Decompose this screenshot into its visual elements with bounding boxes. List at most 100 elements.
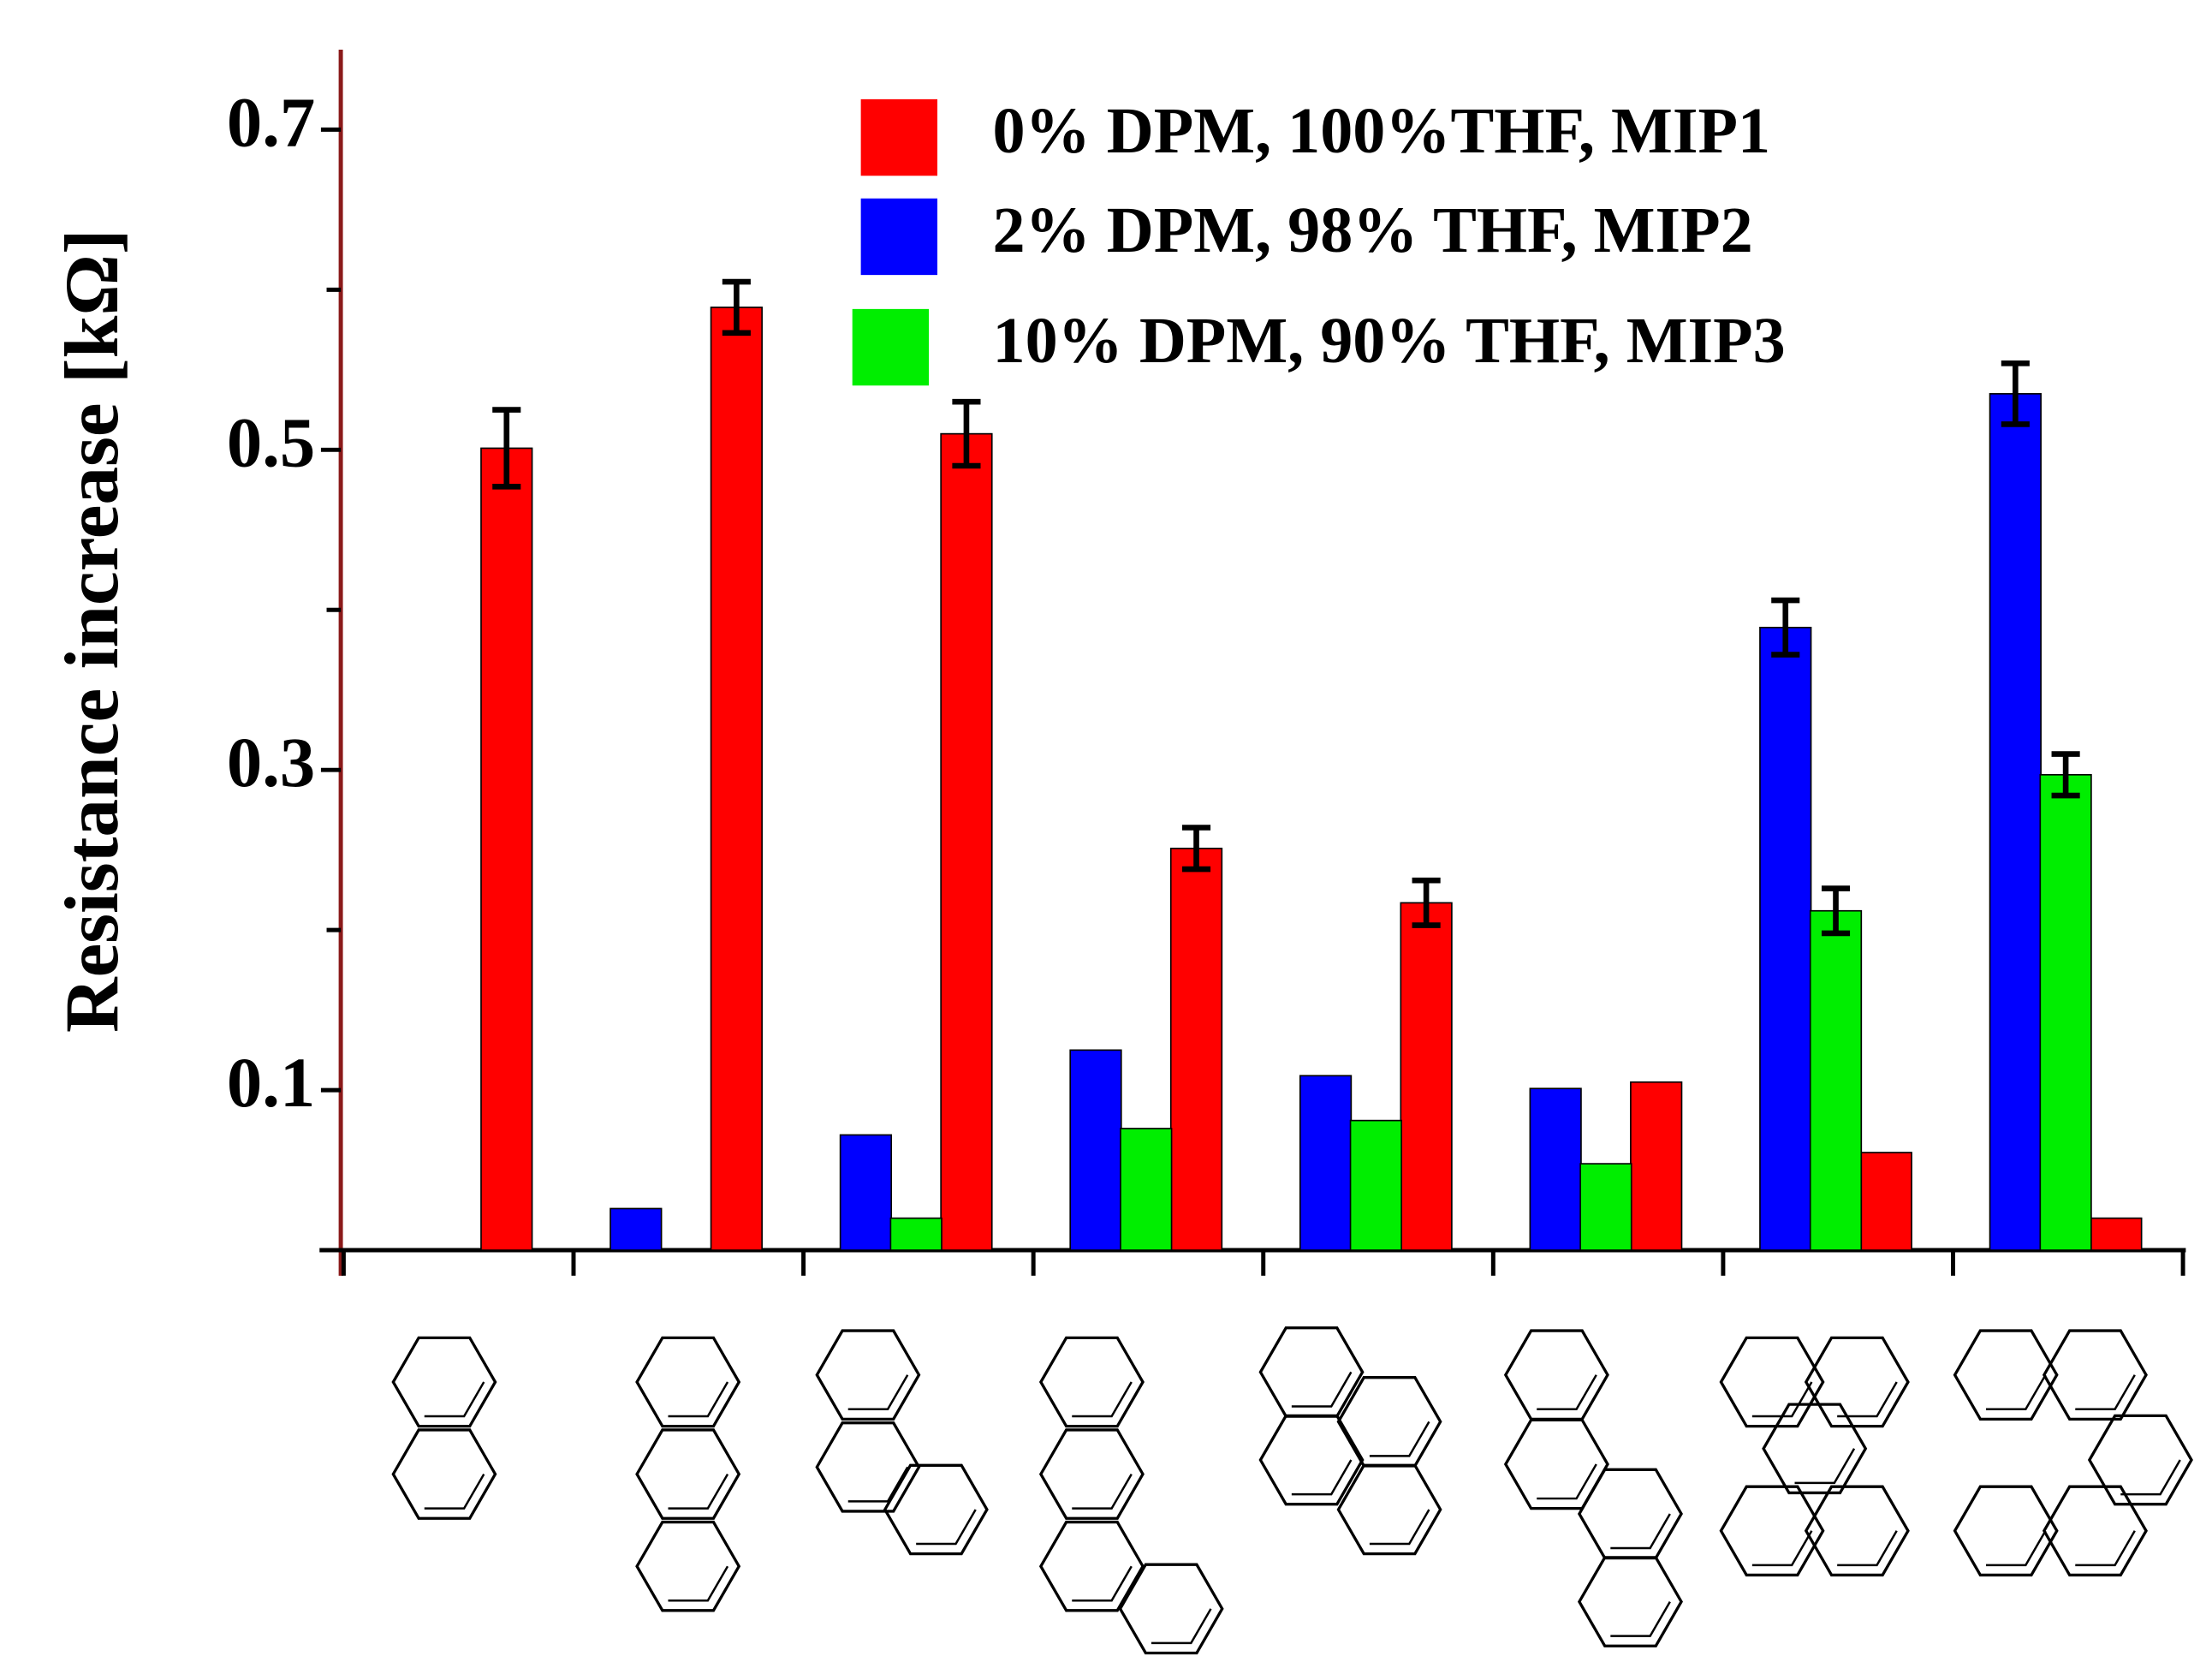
molecule-inner (1291, 1459, 1353, 1496)
error-bar (2001, 360, 2030, 427)
molecule-inner (668, 1565, 729, 1602)
y-tick-label: 0.3 (227, 723, 315, 801)
molecule-ring (391, 1336, 497, 1428)
molecule-ring (1804, 1336, 1910, 1428)
molecule-inner (424, 1473, 485, 1510)
error-bar (492, 407, 521, 490)
molecule-ring (391, 1428, 497, 1520)
bar (2039, 773, 2092, 1251)
molecule-ring (1038, 1428, 1145, 1520)
bar (1069, 1049, 1122, 1251)
bar (480, 447, 533, 1251)
molecule-ring (1038, 1520, 1145, 1612)
molecule-inner (1610, 1600, 1671, 1637)
bar (889, 1217, 942, 1251)
molecule-ring (1762, 1403, 1868, 1495)
error-bar (1821, 885, 1851, 937)
molecule-inner (1537, 1374, 1597, 1411)
molecule-ring (883, 1463, 989, 1556)
molecule-inner (2075, 1374, 2136, 1411)
molecule-inner (1794, 1448, 1856, 1485)
molecule-inner (1072, 1565, 1133, 1602)
bar (1759, 626, 1812, 1251)
bar (1579, 1163, 1632, 1251)
molecule-ring (2087, 1414, 2193, 1506)
molecule-inner (2075, 1530, 2136, 1567)
bar (1809, 909, 1863, 1251)
molecule-inner (1610, 1513, 1671, 1550)
molecule-ring (1336, 1376, 1442, 1468)
molecule-ring (1953, 1329, 2059, 1421)
molecule-inner (1751, 1381, 1813, 1418)
bar (710, 307, 763, 1251)
molecule-inner (1072, 1473, 1133, 1510)
molecule-inner (1369, 1509, 1430, 1546)
molecule-inner (1537, 1463, 1597, 1500)
error-bar (1412, 877, 1441, 928)
legend-label: 10% DPM, 90% THF, MIP3 (993, 305, 1786, 377)
bar (1630, 1081, 1683, 1251)
error-bar (952, 398, 981, 469)
y-axis-label: Resistance increase [kΩ] (50, 229, 134, 1033)
molecule-ring (815, 1329, 921, 1421)
error-bar (1771, 597, 1800, 658)
molecule-inner (1985, 1530, 2047, 1567)
bar (1859, 1152, 1912, 1251)
molecule-inner (1837, 1530, 1898, 1567)
bar (1120, 1128, 1173, 1251)
molecule-ring (2042, 1329, 2148, 1421)
bar (1529, 1087, 1582, 1251)
molecule-inner (916, 1509, 977, 1546)
molecule-inner (424, 1381, 485, 1418)
legend-label: 2% DPM, 98% THF, MIP2 (993, 194, 1753, 266)
legend-swatch (852, 308, 930, 386)
molecule-ring (635, 1428, 741, 1520)
bar (1349, 1119, 1402, 1251)
bar (1400, 902, 1453, 1251)
legend-label: 0% DPM, 100%THF, MIP1 (993, 95, 1771, 167)
molecule-inner (847, 1466, 909, 1503)
molecule-inner (1369, 1421, 1430, 1457)
molecule-inner (1985, 1374, 2047, 1411)
molecule-inner (668, 1473, 729, 1510)
bar (2090, 1217, 2143, 1251)
molecule-ring (1577, 1468, 1683, 1560)
molecule-ring (1503, 1418, 1609, 1510)
y-tick-label: 0.1 (227, 1043, 315, 1122)
molecule-inner (1151, 1608, 1212, 1645)
molecule-inner (668, 1381, 729, 1418)
legend-swatch (860, 98, 938, 176)
bar (839, 1134, 893, 1251)
molecule-ring (1577, 1556, 1683, 1647)
molecule-ring (1118, 1563, 1224, 1655)
molecule-ring (1336, 1463, 1442, 1556)
legend-swatch (860, 198, 938, 276)
bar (1169, 847, 1223, 1251)
molecule-ring (2042, 1485, 2148, 1577)
molecule-ring (1258, 1414, 1365, 1506)
bar (1989, 393, 2042, 1251)
molecule-ring (1719, 1336, 1825, 1428)
molecule-ring (1258, 1326, 1365, 1418)
molecule-inner (1751, 1530, 1813, 1567)
y-tick-label: 0.7 (227, 82, 315, 161)
error-bar (722, 278, 751, 337)
molecule-ring (1503, 1329, 1609, 1421)
molecule-inner (1291, 1371, 1353, 1408)
molecule-inner (847, 1374, 909, 1411)
bar (1299, 1075, 1353, 1251)
bar (940, 432, 993, 1251)
bar (609, 1207, 663, 1251)
molecule-inner (1072, 1381, 1133, 1418)
molecule-ring (635, 1336, 741, 1428)
error-bar (1181, 825, 1211, 873)
molecule-ring (635, 1520, 741, 1612)
molecule-ring (1953, 1485, 2059, 1577)
molecule-inner (1837, 1381, 1898, 1418)
molecule-ring (1038, 1336, 1145, 1428)
molecule-ring (1719, 1485, 1825, 1577)
y-tick-label: 0.5 (227, 402, 315, 481)
molecule-ring (815, 1421, 921, 1513)
